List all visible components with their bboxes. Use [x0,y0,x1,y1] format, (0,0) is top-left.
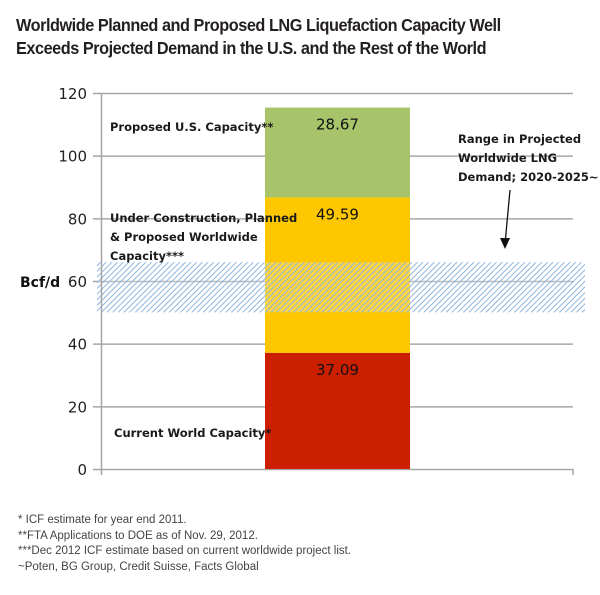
y-tick-label: 40 [68,336,87,354]
band-annotation: Demand; 2020-2025~ [458,170,599,184]
y-tick-label: 0 [77,461,87,479]
bar-value-label: 49.59 [316,205,359,223]
bar-segment [265,352,410,469]
arrow-icon [504,189,511,245]
arrow-head-icon [500,238,510,249]
band-annotation: Worldwide LNG [458,151,557,165]
y-tick-label: 100 [58,148,87,166]
band-annotation: Range in Projected [458,132,581,146]
bar-value-label: 28.67 [316,116,359,134]
bar-value-label: 37.09 [316,361,359,379]
y-tick-label: 60 [68,273,87,291]
y-axis: 0 20 40 60 80 100 120 [58,85,574,479]
footnote: ***Dec 2012 ICF estimate based on curren… [18,545,352,557]
y-tick-label: 120 [58,85,87,103]
chart-title: Worldwide Planned and Proposed LNG Lique… [16,14,555,60]
chart-title-line-1: Worldwide Planned and Proposed LNG Lique… [16,15,501,35]
footnote: ~Poten, BG Group, Credit Suisse, Facts G… [18,560,259,573]
footnote: * ICF estimate for year end 2011. [18,514,187,526]
labels: 37.09 49.59 28.67 Current World Capacity* Un… [110,116,599,440]
series-annotation: Capacity*** [110,249,184,263]
bar-segment [265,107,410,198]
y-tick-label: 80 [68,210,87,228]
footnotes: * ICF estimate for year end 2011. **FTA … [18,513,351,575]
series-annotation: & Proposed Worldwide [110,230,258,244]
series-annotation: Current World Capacity* [114,426,271,440]
y-axis-label: Bcf/d [20,275,60,291]
series-annotation: Proposed U.S. Capacity** [110,120,273,134]
demand-band-rect [97,262,585,313]
y-tick-label: 20 [68,398,87,416]
series-annotation: Under Construction, Planned [110,211,297,225]
chart-title-line-2: Exceeds Projected Demand in the U.S. and… [16,38,487,58]
footnote: **FTA Applications to DOE as of Nov. 29,… [18,529,258,542]
demand-range-band [97,262,585,313]
